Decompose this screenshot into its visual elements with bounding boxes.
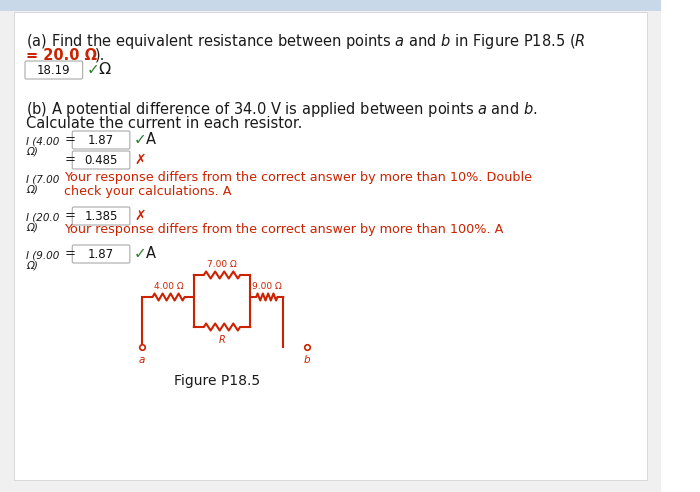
Text: check your calculations. A: check your calculations. A	[64, 185, 232, 198]
Text: (a) Find the equivalent resistance between points $\it{a}$ and $\it{b}$ in Figur: (a) Find the equivalent resistance betwe…	[27, 32, 586, 51]
Text: 0.485: 0.485	[85, 154, 118, 166]
FancyBboxPatch shape	[25, 61, 83, 79]
Text: ).: ).	[94, 48, 105, 63]
Text: (b) A potential difference of 34.0 V is applied between points $\it{a}$ and $\it: (b) A potential difference of 34.0 V is …	[27, 100, 538, 119]
Text: Your response differs from the correct answer by more than 10%. Double: Your response differs from the correct a…	[64, 172, 532, 184]
FancyBboxPatch shape	[72, 245, 130, 263]
Text: ✓: ✓	[87, 62, 99, 78]
Text: Ω: Ω	[98, 62, 111, 78]
Text: =: =	[64, 133, 75, 147]
Text: = 20.0 Ω: = 20.0 Ω	[27, 48, 97, 63]
Text: ✓: ✓	[134, 246, 147, 262]
Text: 1.87: 1.87	[88, 247, 114, 260]
Text: ✗: ✗	[134, 153, 146, 167]
Text: =: =	[64, 154, 75, 166]
Text: Ω): Ω)	[27, 146, 38, 156]
Text: Ω): Ω)	[27, 260, 38, 270]
FancyBboxPatch shape	[14, 12, 647, 480]
Text: Calculate the current in each resistor.: Calculate the current in each resistor.	[27, 116, 303, 131]
Text: 4.00 Ω: 4.00 Ω	[154, 282, 183, 291]
Text: 7.00 Ω: 7.00 Ω	[207, 260, 237, 269]
Text: b: b	[304, 355, 310, 365]
Text: Ω): Ω)	[27, 222, 38, 232]
Text: I (9.00: I (9.00	[27, 250, 60, 260]
Text: =: =	[64, 210, 75, 222]
Text: ✓: ✓	[134, 132, 147, 148]
Text: 1.87: 1.87	[88, 133, 114, 147]
FancyBboxPatch shape	[72, 207, 130, 225]
Text: I (4.00: I (4.00	[27, 136, 60, 146]
Text: 1.385: 1.385	[85, 210, 118, 222]
FancyBboxPatch shape	[0, 0, 662, 11]
Text: I (20.0: I (20.0	[27, 212, 60, 222]
Text: Your response differs from the correct answer by more than 100%. A: Your response differs from the correct a…	[64, 223, 503, 237]
Text: I (7.00: I (7.00	[27, 175, 60, 185]
Text: Ω): Ω)	[27, 185, 38, 195]
Text: A: A	[146, 132, 155, 148]
Text: a: a	[139, 355, 145, 365]
FancyBboxPatch shape	[0, 0, 662, 492]
Text: =: =	[64, 247, 75, 260]
Text: R: R	[218, 335, 225, 345]
FancyBboxPatch shape	[72, 131, 130, 149]
Text: Figure P18.5: Figure P18.5	[174, 374, 260, 388]
Text: A: A	[146, 246, 155, 262]
Text: 9.00 Ω: 9.00 Ω	[252, 282, 281, 291]
Text: 18.19: 18.19	[37, 63, 71, 76]
FancyBboxPatch shape	[72, 151, 130, 169]
Text: ✗: ✗	[134, 209, 146, 223]
